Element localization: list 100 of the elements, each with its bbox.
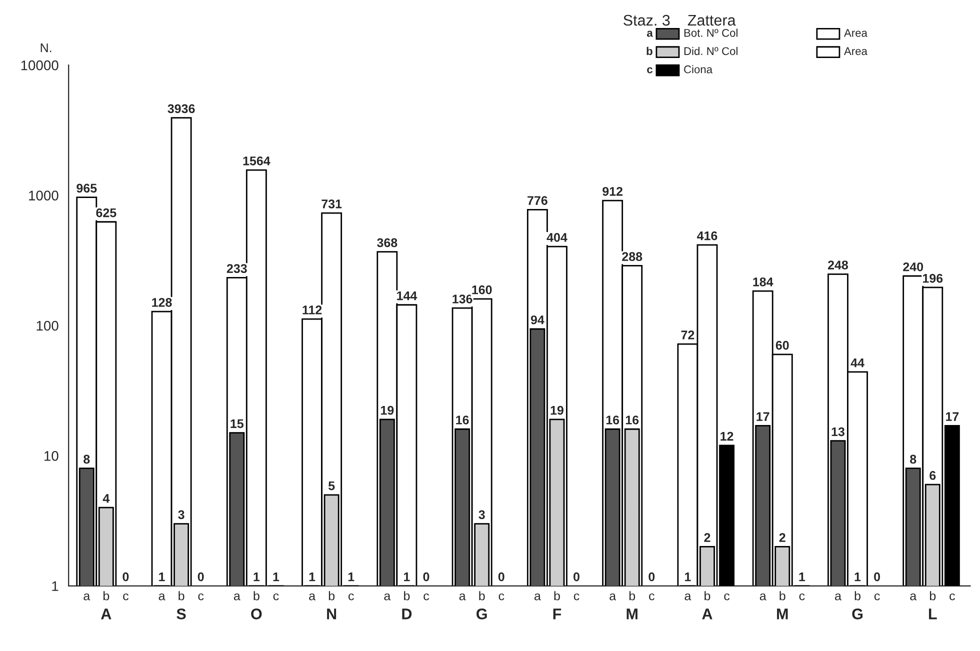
text: a	[760, 593, 766, 600]
y-axis-title: N.	[40, 43, 52, 52]
data-label: 44	[850, 358, 864, 368]
text: a	[84, 593, 90, 600]
data-label: 625	[96, 208, 116, 218]
chart-title: Staz. 3 Zattera	[624, 14, 736, 26]
data-label: 3	[178, 510, 184, 520]
data-label: 1	[854, 572, 861, 582]
text: c	[198, 593, 204, 600]
text: 0	[423, 572, 430, 582]
data-label: 112	[302, 306, 322, 314]
legend-label: Ciona	[684, 65, 713, 74]
data-label: 144	[397, 291, 418, 300]
text: a	[610, 593, 616, 600]
data-label: 912	[602, 186, 622, 196]
x-tick-label: N	[327, 608, 336, 620]
data-label: 60	[776, 340, 789, 350]
text: c	[348, 593, 354, 600]
data-label: 136	[452, 294, 472, 304]
text: c	[574, 593, 580, 600]
text: a	[384, 593, 391, 600]
text: 0	[648, 572, 655, 582]
text: a	[910, 593, 917, 600]
text: c	[123, 593, 128, 600]
data-label: 1	[685, 572, 691, 582]
data-label: 3	[478, 510, 485, 520]
data-label: 1	[309, 572, 316, 582]
data-label: 196	[922, 274, 943, 283]
data-label: 160	[472, 285, 492, 294]
data-label: 8	[84, 454, 90, 464]
data-label: 94	[530, 315, 544, 324]
text: c	[724, 593, 730, 600]
text: b	[328, 591, 335, 600]
data-label: 2	[704, 533, 710, 542]
text: a	[684, 593, 692, 600]
data-label: 19	[550, 406, 564, 415]
text: c	[874, 593, 880, 600]
text: b	[104, 591, 110, 600]
data-label: 248	[828, 260, 848, 270]
data-label: 2	[779, 533, 786, 542]
text: a	[309, 593, 316, 600]
data-label: 8	[910, 454, 916, 464]
data-label: 965	[76, 184, 97, 193]
data-label: 233	[226, 264, 247, 273]
y-tick-label: 1000	[29, 190, 58, 200]
x-tick-label: O	[251, 608, 262, 620]
text: b	[854, 591, 860, 600]
data-label: 4	[102, 494, 110, 503]
text: a	[534, 593, 541, 600]
data-label: 5	[328, 481, 335, 490]
data-label: 15	[230, 419, 244, 428]
text: a	[459, 593, 466, 600]
text: c	[424, 593, 430, 600]
data-label: 184	[753, 277, 774, 286]
x-tick-label: A	[702, 608, 712, 620]
data-label: 731	[322, 199, 342, 208]
data-label: 288	[622, 252, 642, 261]
data-label: 6	[930, 471, 936, 480]
data-label: 1	[348, 572, 354, 582]
legend-label: Did. Nº Col	[684, 46, 738, 56]
text: b	[404, 591, 410, 600]
data-label: 12	[720, 432, 734, 441]
text: b	[479, 591, 485, 600]
x-tick-label: A	[101, 608, 112, 620]
y-tick-label: 10000	[21, 60, 58, 70]
data-label: 19	[381, 406, 394, 415]
text: b	[704, 591, 710, 600]
text: a	[234, 593, 240, 600]
x-tick-label: S	[176, 608, 186, 620]
data-label: 1	[404, 572, 410, 582]
x-tick-label: M	[626, 608, 638, 620]
y-tick-label: 100	[36, 320, 58, 331]
text: b	[629, 591, 636, 600]
y-tick-label: 1	[52, 581, 58, 591]
text: a	[646, 30, 653, 37]
text: b	[646, 46, 652, 56]
data-label: 1	[159, 572, 165, 582]
data-label: 16	[626, 416, 639, 424]
x-tick-label: G	[852, 608, 862, 620]
data-label: 128	[152, 298, 172, 307]
legend-label: Area	[844, 29, 868, 37]
text: 0	[498, 572, 504, 582]
text: c	[498, 593, 504, 600]
data-label: 17	[946, 412, 959, 421]
data-label: 776	[528, 196, 548, 205]
text: c	[649, 593, 654, 600]
data-label: 1	[799, 572, 806, 582]
annotation: c	[647, 67, 653, 74]
x-tick-label: D	[402, 608, 412, 620]
data-label: 1	[254, 572, 260, 582]
text: b	[178, 591, 184, 600]
data-label: 16	[456, 416, 469, 424]
text: 0	[122, 572, 129, 582]
legend-label: Bot. Nº Col	[684, 28, 738, 37]
x-tick-label: L	[928, 608, 937, 620]
text: 0	[874, 572, 880, 582]
text: b	[254, 591, 260, 600]
data-label: 3936	[168, 104, 195, 114]
text: a	[158, 593, 166, 600]
x-tick-label: M	[777, 608, 788, 620]
